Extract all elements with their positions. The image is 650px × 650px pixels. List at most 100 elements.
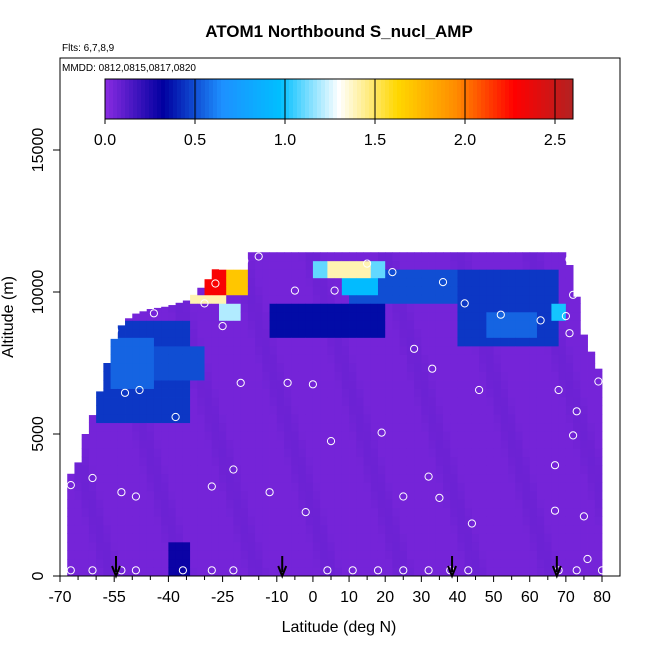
heatmap-cell (226, 507, 234, 517)
heatmap-cell (117, 431, 126, 441)
heatmap-cell (255, 397, 263, 406)
heatmap-cell (370, 320, 379, 330)
heatmap-cell (284, 286, 292, 296)
heatmap-cell (580, 558, 588, 568)
colorbar-segment (489, 79, 494, 119)
heatmap-cell (312, 345, 321, 355)
heatmap-cell (132, 328, 140, 338)
heatmap-cell (320, 388, 328, 398)
heatmap-cell (276, 541, 285, 551)
heatmap-cell (262, 524, 270, 534)
heatmap-cell (269, 465, 278, 475)
heatmap-cell (414, 448, 422, 458)
heatmap-cell (406, 490, 415, 500)
heatmap-cell (240, 456, 249, 466)
heatmap-cell (204, 439, 213, 449)
heatmap-cell (443, 405, 451, 415)
heatmap-cell (327, 499, 336, 509)
heatmap-cell (341, 337, 350, 347)
heatmap-cell (435, 490, 444, 500)
sample-point (467, 519, 476, 528)
heatmap-cell (226, 516, 234, 526)
heatmap-cell (211, 388, 220, 398)
heatmap-cell (486, 397, 494, 406)
heatmap-cell (406, 269, 415, 279)
heatmap-cell (341, 482, 350, 492)
heatmap-cell (544, 320, 552, 330)
heatmap-cell (190, 371, 198, 381)
colorbar-segment (505, 79, 510, 119)
sample-point (363, 259, 372, 268)
heatmap-cell (479, 465, 487, 475)
heatmap-cell (110, 388, 119, 398)
heatmap-cell (385, 550, 393, 560)
heatmap-cell (515, 320, 523, 330)
heatmap-cell (197, 354, 205, 364)
heatmap-cell (435, 328, 444, 338)
heatmap-cell (96, 439, 104, 449)
heatmap-cell (211, 516, 220, 526)
heatmap-cell (175, 482, 184, 492)
heatmap-cell (226, 405, 234, 415)
heatmap-cell (464, 345, 473, 355)
heatmap-cell (377, 286, 386, 296)
heatmap-cell (284, 397, 292, 406)
heatmap-cell (132, 345, 140, 355)
heatmap-cell (349, 260, 357, 270)
heatmap-cell (363, 439, 372, 449)
heatmap-cell (276, 252, 285, 262)
colorbar-segment (533, 79, 538, 119)
heatmap-cell (204, 507, 213, 517)
heatmap-cell (125, 422, 133, 432)
heatmap-cell (240, 303, 249, 313)
heatmap-cell (139, 456, 148, 466)
heatmap-cell (349, 439, 357, 449)
heatmap-cell (479, 363, 487, 372)
colorbar-segment (269, 79, 274, 119)
heatmap-cell (450, 456, 458, 466)
heatmap-cell (399, 354, 408, 364)
colorbar-segment (165, 79, 170, 119)
colorbar-segment (397, 79, 402, 119)
heatmap-cell (414, 499, 422, 509)
heatmap-cell (284, 388, 292, 398)
heatmap-cell (247, 277, 256, 287)
heatmap-cell (204, 558, 213, 568)
heatmap-cell (139, 541, 148, 551)
colorbar-segment (565, 79, 570, 119)
heatmap-cell (406, 371, 415, 381)
heatmap-cell (558, 320, 567, 330)
heatmap-cell (580, 490, 588, 500)
heatmap-cell (565, 320, 574, 330)
heatmap-cell (291, 286, 299, 296)
heatmap-cell (464, 363, 473, 372)
heatmap-cell (276, 490, 285, 500)
heatmap-cell (414, 252, 422, 262)
heatmap-cell (385, 456, 393, 466)
heatmap-cell (67, 507, 75, 517)
heatmap-cell (573, 499, 581, 509)
heatmap-cell (117, 465, 126, 475)
heatmap-cell (385, 439, 393, 449)
heatmap-cell (175, 414, 184, 424)
heatmap-cell (247, 567, 256, 576)
heatmap-cell (96, 482, 104, 492)
heatmap-cell (291, 482, 299, 492)
heatmap-cell (450, 286, 458, 296)
heatmap-cell (392, 260, 401, 270)
heatmap-cell (573, 482, 581, 492)
heatmap-cell (88, 482, 97, 492)
heatmap-cell (67, 558, 75, 568)
heatmap-cell (363, 294, 372, 304)
heatmap-cell (182, 431, 191, 441)
heatmap-cell (269, 422, 278, 432)
heatmap-cell (508, 405, 516, 415)
sample-point (464, 566, 473, 575)
heatmap-cell (139, 567, 148, 576)
heatmap-cell (536, 533, 545, 543)
heatmap-cell (247, 448, 256, 458)
heatmap-cell (146, 397, 155, 406)
heatmap-cell (580, 456, 588, 466)
heatmap-cell (255, 439, 263, 449)
heatmap-cell (262, 388, 270, 398)
